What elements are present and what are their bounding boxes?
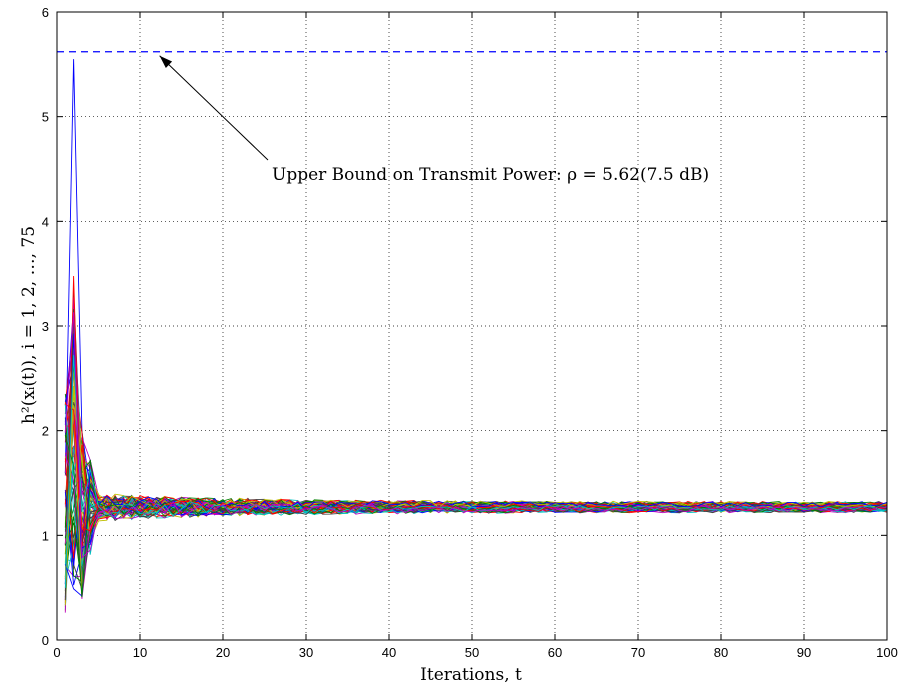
series-line — [64, 474, 888, 539]
series-line — [64, 355, 888, 588]
x-tick-label: 50 — [465, 645, 479, 660]
axis-ticks: 0 10 20 30 40 50 60 70 80 90 100 0 1 2 3 4 5 6 — [42, 5, 898, 660]
y-axis-label: h²(xᵢ(t)), i = 1, 2, …, 75 — [19, 226, 39, 424]
y-tick-label: 4 — [42, 214, 49, 229]
x-tick-label: 70 — [631, 645, 645, 660]
x-tick-label: 10 — [133, 645, 147, 660]
x-tick-label: 60 — [548, 645, 562, 660]
x-tick-label: 20 — [216, 645, 230, 660]
x-tick-label: 30 — [299, 645, 313, 660]
annotation-arrow-line — [159, 55, 269, 161]
series-line — [64, 312, 888, 559]
annotation-text: Upper Bound on Transmit Power: ρ = 5.62(… — [272, 165, 709, 185]
y-tick-label: 2 — [42, 424, 49, 439]
y-tick-label: 1 — [42, 528, 49, 543]
x-tick-label: 80 — [714, 645, 728, 660]
annotation: Upper Bound on Transmit Power: ρ = 5.62(… — [159, 55, 709, 185]
y-tick-label: 5 — [42, 110, 49, 125]
x-tick-label: 0 — [53, 645, 60, 660]
annotation-arrow-head — [159, 55, 173, 69]
y-tick-label: 6 — [42, 5, 49, 20]
x-tick-label: 100 — [876, 645, 898, 660]
x-tick-label: 90 — [797, 645, 811, 660]
series-group — [64, 59, 888, 613]
y-tick-label: 0 — [42, 633, 49, 648]
y-tick-label: 3 — [42, 319, 49, 334]
x-tick-label: 40 — [382, 645, 396, 660]
x-axis-label: Iterations, t — [420, 665, 522, 685]
